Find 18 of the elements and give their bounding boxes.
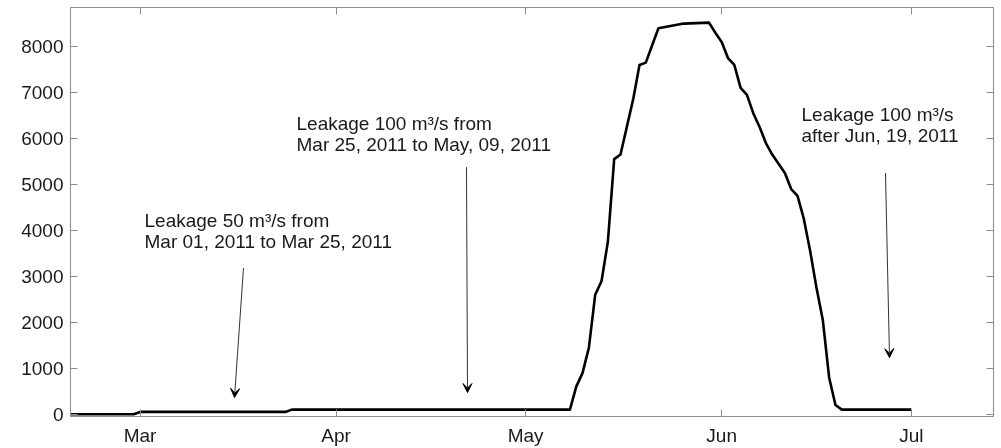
x-tick-label: Apr [321, 424, 352, 446]
x-tick-label: Mar [123, 424, 158, 446]
y-tick-label: 7000 [21, 82, 64, 104]
y-tick-label: 5000 [21, 173, 64, 195]
x-tick-label: May [507, 424, 545, 446]
y-tick-label: 4000 [21, 219, 64, 241]
annotation: Leakage 100 m³/s after Jun, 19, 2011 [801, 104, 959, 147]
y-tick-label: 2000 [21, 311, 64, 333]
y-tick-label: 1000 [21, 357, 64, 379]
x-tick-label: Jul [899, 424, 924, 446]
annotation: Leakage 50 m³/s from Mar 01, 2011 to Mar 25, 2011 [144, 209, 393, 252]
y-tick-label: 6000 [21, 127, 64, 149]
y-tick-label: 3000 [21, 265, 64, 287]
y-tick-label: 8000 [21, 36, 64, 58]
annotation: Leakage 100 m³/s from Mar 25, 2011 to May, 09, 2011 [296, 113, 552, 156]
y-tick-label: 0 [52, 403, 64, 425]
line-series [70, 21, 913, 416]
x-tick-label: Jun [706, 424, 737, 446]
